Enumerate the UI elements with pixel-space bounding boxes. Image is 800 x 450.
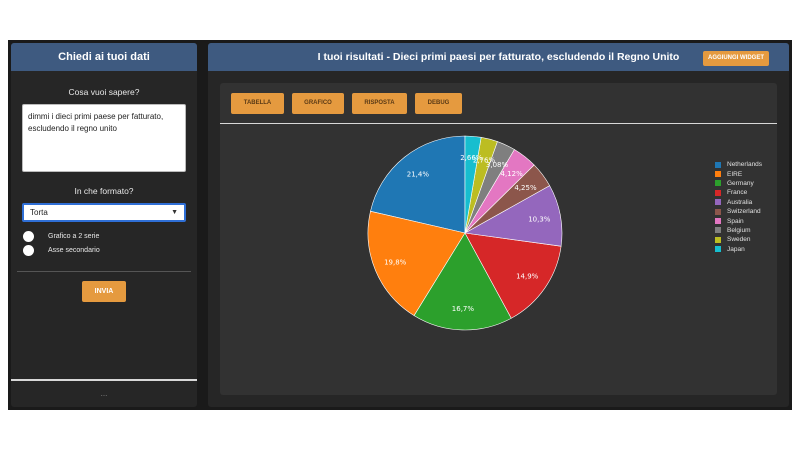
radio-icon[interactable] [23, 231, 34, 242]
legend-swatch [715, 236, 721, 243]
legend-swatch [715, 208, 721, 215]
legend-label: France [727, 189, 748, 197]
format-label: In che formato? [74, 186, 134, 196]
legend-label: Japan [727, 245, 745, 253]
results-tabs: TABELLA GRAFICO RISPOSTA DEBUG [231, 93, 470, 114]
pie-data-label: 2,76% [473, 156, 496, 164]
legend-item-france[interactable]: France [715, 188, 762, 197]
legend-item-spain[interactable]: Spain [715, 216, 762, 225]
legend-swatch [715, 161, 721, 168]
legend-item-sweden[interactable]: Sweden [715, 235, 762, 244]
radio-icon[interactable] [23, 245, 34, 256]
legend-item-belgium[interactable]: Belgium [715, 226, 762, 235]
legend-swatch [715, 218, 721, 225]
query-panel-footer: ... [11, 379, 197, 407]
pie-data-label: 10,3% [528, 215, 551, 223]
toggle-two-series[interactable]: Grafico a 2 serie [23, 231, 197, 242]
tab-debug[interactable]: DEBUG [415, 93, 462, 114]
submit-button[interactable]: INVIA [82, 281, 126, 302]
pie-data-label: 4,12% [500, 170, 523, 178]
legend-swatch [715, 246, 721, 253]
legend-item-netherlands[interactable]: Netherlands [715, 160, 762, 169]
chart-legend: Netherlands EIRE Germany France Australia Swi… [715, 160, 762, 254]
app-frame: Chiedi ai tuoi dati Cosa vuoi sapere? di… [8, 40, 792, 410]
toggle-two-series-label: Grafico a 2 serie [48, 233, 100, 240]
legend-swatch [715, 227, 721, 234]
legend-label: Germany [727, 179, 754, 187]
question-input[interactable]: dimmi i dieci primi paese per fatturato,… [22, 104, 186, 172]
pie-data-label: 4,25% [514, 184, 537, 192]
pie-slice-germany[interactable] [413, 232, 512, 331]
format-select[interactable]: Torta ▼ [22, 203, 186, 222]
legend-label: Netherlands [727, 161, 763, 169]
query-panel-header: Chiedi ai tuoi dati [11, 43, 197, 71]
legend-swatch [715, 180, 721, 187]
legend-label: Spain [727, 217, 744, 225]
legend-label: Australia [727, 198, 753, 206]
tab-risposta[interactable]: RISPOSTA [352, 93, 407, 114]
format-select-value: Torta [30, 208, 48, 217]
legend-item-eire[interactable]: EIRE [715, 169, 762, 178]
pie-data-label: 21,4% [407, 170, 430, 178]
results-content: TABELLA GRAFICO RISPOSTA DEBUG 21,4% 19,8… [220, 83, 777, 395]
legend-label: Belgium [727, 226, 751, 234]
legend-item-australia[interactable]: Australia [715, 198, 762, 207]
pie-data-label: 14,9% [516, 273, 539, 281]
toggle-secondary-axis-label: Asse secondario [48, 247, 100, 254]
pie-slice-france[interactable] [464, 232, 562, 319]
question-label: Cosa vuoi sapere? [68, 87, 140, 97]
pie-data-label: 19,8% [384, 259, 407, 267]
pie-data-label: 3,08% [486, 161, 509, 169]
legend-swatch [715, 171, 721, 178]
legend-swatch [715, 189, 721, 196]
legend-label: Sweden [727, 236, 751, 244]
pie-data-label: 16,7% [452, 305, 475, 313]
results-title: I tuoi risultati - Dieci primi paesi per… [317, 51, 680, 63]
legend-item-switzerland[interactable]: Switzerland [715, 207, 762, 216]
pie-data-label: 2,66% [460, 154, 483, 162]
chevron-down-icon: ▼ [171, 209, 178, 216]
legend-item-japan[interactable]: Japan [715, 245, 762, 254]
pie-slice-eire[interactable] [367, 210, 466, 316]
query-panel: Chiedi ai tuoi dati Cosa vuoi sapere? di… [11, 43, 197, 407]
results-header: I tuoi risultati - Dieci primi paesi per… [208, 43, 789, 71]
legend-label: EIRE [727, 170, 743, 178]
pie-slice-japan[interactable] [464, 135, 482, 234]
legend-label: Switzerland [727, 208, 761, 216]
pie-chart: 21,4% 19,8% 16,7% 14,9% 10,3% 4,25% 4,12%3,08%… [367, 135, 563, 331]
legend-item-germany[interactable]: Germany [715, 179, 762, 188]
toggle-secondary-axis[interactable]: Asse secondario [23, 245, 197, 256]
tab-tabella[interactable]: TABELLA [231, 93, 284, 114]
divider [17, 271, 191, 272]
add-widget-button[interactable]: AGGIUNGI WIDGET [703, 51, 769, 66]
pie-slice-netherlands[interactable] [370, 135, 466, 234]
tab-grafico[interactable]: GRAFICO [292, 93, 344, 114]
tabs-underline [220, 123, 777, 124]
legend-swatch [715, 199, 721, 206]
results-panel: I tuoi risultati - Dieci primi paesi per… [208, 43, 789, 407]
